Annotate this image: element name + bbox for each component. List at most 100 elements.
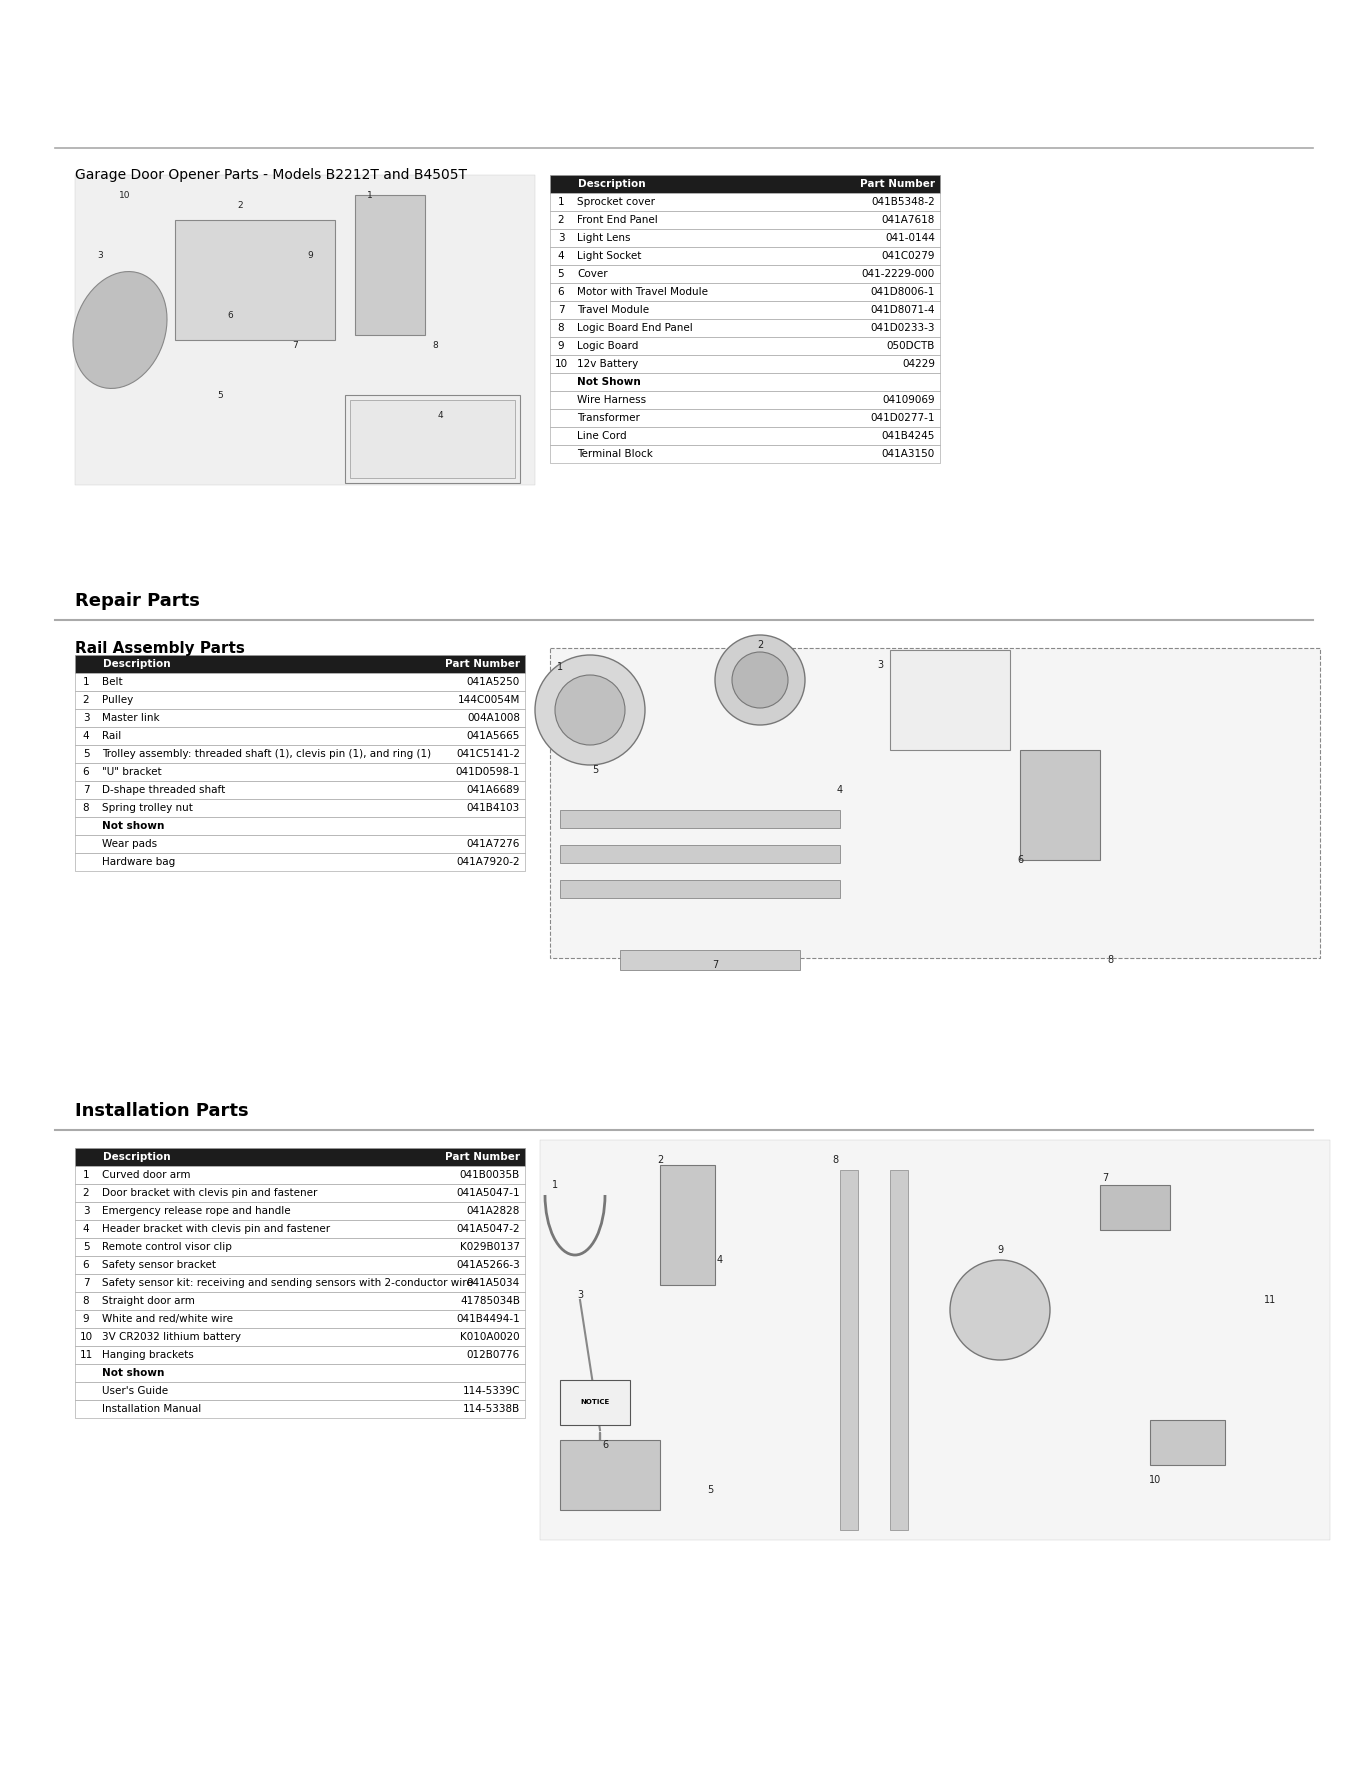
Circle shape (535, 654, 644, 766)
Text: Motor with Travel Module: Motor with Travel Module (577, 286, 709, 297)
Text: 041D8071-4: 041D8071-4 (870, 306, 934, 315)
Text: Rail Assembly Parts: Rail Assembly Parts (75, 640, 245, 656)
Text: Hardware bag: Hardware bag (103, 857, 175, 866)
Bar (75, 1400, 525, 1418)
Text: 4: 4 (82, 1223, 89, 1234)
Text: 041A2828: 041A2828 (466, 1206, 520, 1216)
Text: 6: 6 (602, 1439, 607, 1450)
Text: 041A3150: 041A3150 (882, 449, 934, 460)
Bar (550, 355, 940, 373)
Text: 7: 7 (293, 341, 298, 350)
Text: Terminal Block: Terminal Block (577, 449, 653, 460)
Text: 4: 4 (717, 1255, 724, 1264)
Text: 5: 5 (592, 766, 598, 774)
Text: 7: 7 (82, 785, 89, 796)
Text: 041A5665: 041A5665 (466, 730, 520, 741)
Bar (75, 1345, 525, 1363)
Text: 2: 2 (757, 640, 763, 651)
Bar (659, 1165, 715, 1285)
Bar (75, 1147, 525, 1167)
Bar (550, 428, 940, 446)
Text: Installation Manual: Installation Manual (103, 1404, 201, 1414)
Text: 6: 6 (1016, 856, 1023, 865)
Bar (550, 193, 940, 210)
Bar (75, 727, 525, 744)
Text: 3: 3 (82, 713, 89, 723)
Text: Light Lens: Light Lens (577, 233, 631, 242)
Text: 2: 2 (82, 1188, 89, 1199)
Text: Straight door arm: Straight door arm (103, 1296, 194, 1307)
Text: 7: 7 (711, 960, 718, 971)
Bar (891, 651, 1010, 750)
Text: 041A5034: 041A5034 (466, 1278, 520, 1289)
Text: Logic Board: Logic Board (577, 341, 639, 352)
Text: Spring trolley nut: Spring trolley nut (103, 803, 193, 813)
Text: 041-2229-000: 041-2229-000 (862, 269, 934, 279)
Circle shape (949, 1261, 1051, 1360)
Bar (550, 265, 940, 283)
Text: 8: 8 (1107, 955, 1114, 965)
Text: Pulley: Pulley (103, 695, 133, 705)
Bar (550, 210, 940, 230)
Text: "U" bracket: "U" bracket (103, 767, 161, 776)
Bar (550, 373, 940, 391)
Circle shape (715, 635, 804, 725)
Text: 041D8006-1: 041D8006-1 (870, 286, 934, 297)
Text: Door bracket with clevis pin and fastener: Door bracket with clevis pin and fastene… (103, 1188, 317, 1199)
Bar (891, 1170, 908, 1529)
Text: 10: 10 (1149, 1475, 1161, 1485)
Bar (75, 1292, 525, 1310)
Text: 9: 9 (997, 1245, 1003, 1255)
Text: Emergency release rope and handle: Emergency release rope and handle (103, 1206, 290, 1216)
Text: 5: 5 (707, 1485, 713, 1496)
Text: 5: 5 (82, 1241, 89, 1252)
Bar (840, 1170, 858, 1529)
Text: 1: 1 (82, 1170, 89, 1179)
Text: 4: 4 (438, 410, 443, 419)
Bar (75, 674, 525, 691)
Bar (75, 1220, 525, 1238)
Text: 041D0277-1: 041D0277-1 (870, 414, 934, 423)
Text: Header bracket with clevis pin and fastener: Header bracket with clevis pin and faste… (103, 1223, 330, 1234)
Text: Belt: Belt (103, 677, 123, 688)
Text: Light Socket: Light Socket (577, 251, 642, 262)
Text: 1: 1 (367, 191, 373, 200)
Text: Trolley assembly: threaded shaft (1), clevis pin (1), and ring (1): Trolley assembly: threaded shaft (1), cl… (103, 750, 431, 758)
Text: Master link: Master link (103, 713, 160, 723)
Text: Wire Harness: Wire Harness (577, 394, 646, 405)
Text: 4: 4 (558, 251, 565, 262)
Text: Part Number: Part Number (445, 659, 520, 668)
Bar (75, 175, 535, 484)
Text: 8: 8 (82, 803, 89, 813)
Bar (75, 1383, 525, 1400)
Text: 041A6689: 041A6689 (466, 785, 520, 796)
Text: Cover: Cover (577, 269, 607, 279)
Text: Logic Board End Panel: Logic Board End Panel (577, 324, 692, 332)
Text: 11: 11 (1264, 1294, 1276, 1305)
Text: Description: Description (103, 659, 171, 668)
Ellipse shape (73, 272, 167, 389)
Text: 041-0144: 041-0144 (885, 233, 934, 242)
Text: White and red/white wire: White and red/white wire (103, 1314, 233, 1324)
Text: Not shown: Not shown (103, 1368, 164, 1377)
Text: Not Shown: Not Shown (577, 377, 640, 387)
Text: 9: 9 (558, 341, 565, 352)
Text: Curved door arm: Curved door arm (103, 1170, 190, 1179)
Text: 8: 8 (432, 341, 438, 350)
Text: Installation Parts: Installation Parts (75, 1101, 249, 1119)
Bar (75, 764, 525, 781)
Bar (75, 1167, 525, 1185)
Text: 114-5339C: 114-5339C (462, 1386, 520, 1397)
Text: 6: 6 (82, 767, 89, 776)
Bar (550, 248, 940, 265)
Text: 10: 10 (119, 191, 131, 200)
Bar (540, 1140, 1330, 1540)
Text: 11: 11 (79, 1351, 93, 1360)
Text: 041B5348-2: 041B5348-2 (871, 196, 934, 207)
Bar (175, 219, 335, 339)
Text: 1: 1 (557, 661, 564, 672)
Text: 041A7920-2: 041A7920-2 (457, 857, 520, 866)
Text: 3: 3 (877, 659, 884, 670)
Bar (550, 301, 940, 318)
Bar (550, 649, 1320, 958)
